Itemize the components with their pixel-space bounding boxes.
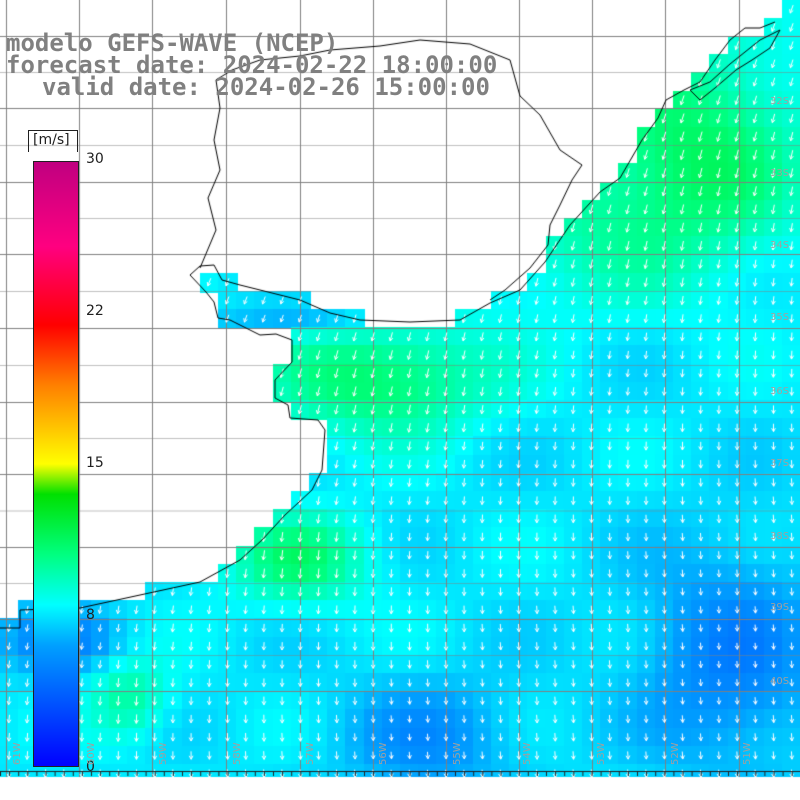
colorbar-tick-15: 15: [86, 455, 104, 471]
lon-label-53w: 53W: [596, 742, 607, 765]
colorbar-tick-0: 0: [86, 759, 95, 775]
colorbar: [33, 161, 79, 767]
lat-label-33s: 33S: [770, 168, 790, 179]
lat-label-32s: 32S: [770, 96, 790, 107]
colorbar-tick-8: 8: [86, 607, 95, 623]
lat-label-39s: 39S: [770, 602, 790, 613]
lat-label-34s: 34S: [770, 240, 790, 251]
colorbar-tick-30: 30: [86, 151, 104, 167]
lon-label-60w: 60W: [86, 742, 97, 765]
lon-label-52w: 52W: [670, 742, 681, 765]
lon-label-51w: 51W: [742, 742, 753, 765]
forecast-date: forecast date: 2024-02-22 18:00:00: [6, 51, 498, 79]
model-title: modelo GEFS-WAVE (NCEP): [6, 29, 339, 57]
colorbar-tick-22: 22: [86, 303, 104, 319]
lat-label-38s: 38S: [770, 531, 790, 542]
lat-label-37s: 37S: [770, 458, 790, 469]
colorbar-unit: [m/s]: [33, 132, 70, 148]
lat-label-35s: 35S: [770, 312, 790, 323]
valid-date: valid date: 2024-02-26 15:00:00: [42, 73, 490, 101]
lon-label-57w: 57W: [305, 742, 316, 765]
lon-label-59w: 59W: [158, 742, 169, 765]
colorbar-unit-frame: [28, 130, 78, 152]
lat-label-40s: 40S: [770, 676, 790, 687]
lon-label-61w: 61W: [12, 742, 23, 765]
lon-label-54w: 54W: [522, 742, 533, 765]
lon-label-58w: 58W: [232, 742, 243, 765]
lon-label-56w: 56W: [378, 742, 389, 765]
lon-label-55w: 55W: [452, 742, 463, 765]
lat-label-36s: 36S: [770, 386, 790, 397]
